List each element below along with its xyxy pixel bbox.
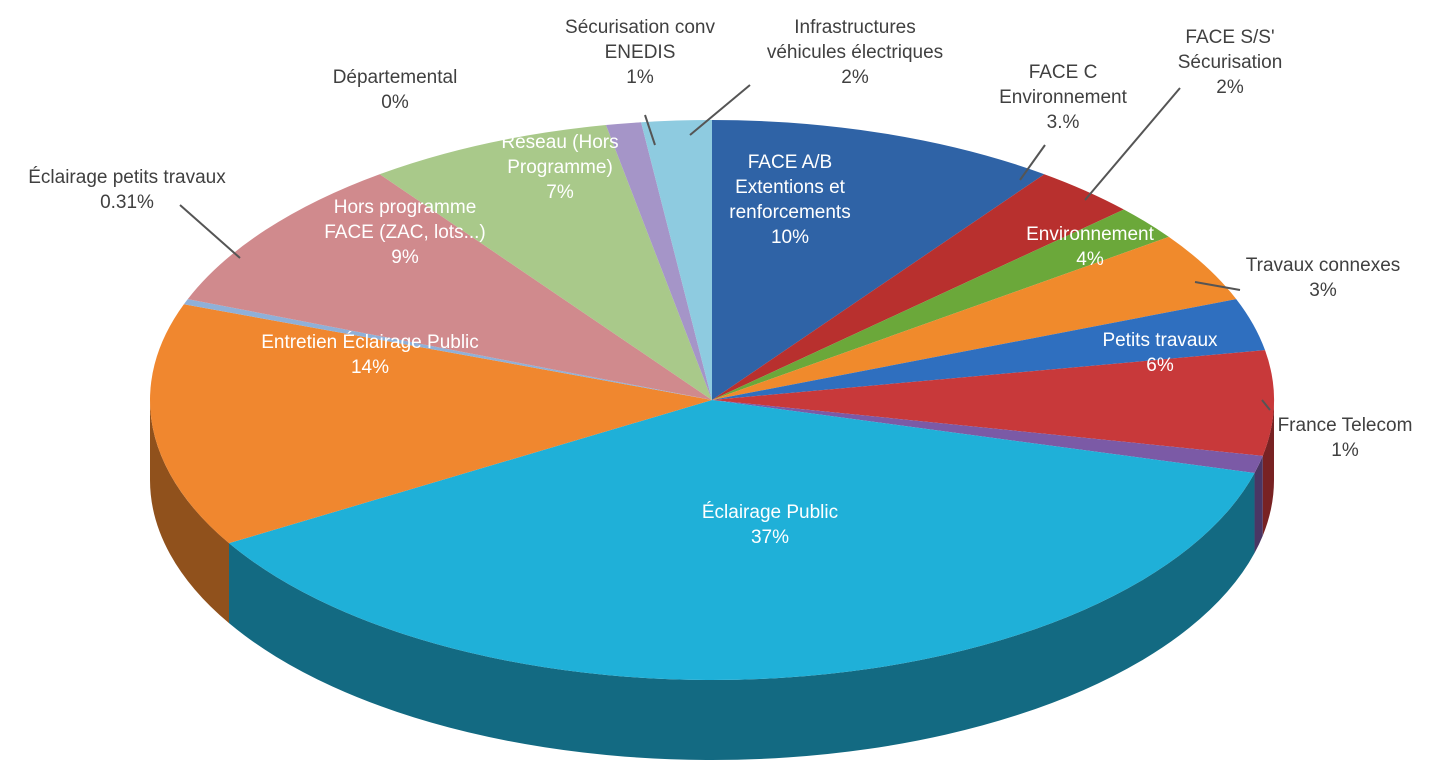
category: Éclairage petits travaux	[28, 167, 226, 188]
slice-label: Travaux connexes 3%	[1223, 253, 1423, 303]
slice-label: Réseau (Hors Programme) 7%	[475, 130, 645, 205]
leader-line	[1261, 399, 1271, 411]
value-label: 4%	[1076, 249, 1104, 270]
value-label: 14%	[350, 357, 390, 378]
category: FACE C Environnement	[999, 62, 1127, 108]
slice-label: Entretien Éclairage Public 14%	[220, 330, 520, 380]
slice-label: Départemental 0%	[315, 65, 475, 115]
category: Éclairage Public	[701, 502, 839, 523]
category: Environnement	[1026, 224, 1154, 245]
category: France Telecom	[1277, 415, 1413, 436]
category: Sécurisation conv ENEDIS	[565, 17, 715, 63]
category: Travaux connexes	[1245, 255, 1401, 276]
slice-label: Éclairage Public 37%	[670, 500, 870, 550]
slice	[183, 299, 712, 400]
slice-label: FACE S/S' Sécurisation 2%	[1160, 25, 1300, 100]
leader-line	[1019, 144, 1046, 181]
value-label: 10%	[770, 227, 810, 248]
value-label: 3.%	[1046, 112, 1080, 133]
value-label: 1%	[626, 67, 654, 88]
slice-label: FACE C Environnement 3.%	[988, 60, 1138, 135]
leader-line	[1084, 87, 1181, 201]
category: FACE A/B Extentions et renforcements	[729, 152, 851, 223]
slice	[712, 120, 1045, 400]
slice-side	[1254, 455, 1263, 554]
slice	[379, 125, 712, 401]
slice-label: Environnement 4%	[1005, 222, 1175, 272]
slice	[605, 122, 712, 400]
slice-label: FACE A/B Extentions et renforcements 10%	[705, 150, 875, 250]
value-label: 9%	[391, 247, 419, 268]
leader-line	[1194, 281, 1241, 291]
category: Départemental	[332, 67, 458, 88]
slice-label: France Telecom 1%	[1260, 413, 1430, 463]
value-label: 6%	[1146, 355, 1174, 376]
value-label: 3%	[1309, 280, 1337, 301]
value-label: 2%	[1216, 77, 1244, 98]
slice-label: Sécurisation conv ENEDIS 1%	[555, 15, 725, 90]
slice-side	[229, 473, 1255, 760]
category: FACE S/S' Sécurisation	[1177, 27, 1283, 73]
value-label: 7%	[546, 182, 574, 203]
slice	[712, 299, 1266, 400]
category: Petits travaux	[1102, 330, 1218, 351]
slice	[641, 120, 712, 400]
value-label: 1%	[1331, 440, 1359, 461]
slice	[187, 174, 713, 400]
value-label: 37%	[750, 527, 790, 548]
slice-label: Petits travaux 6%	[1085, 328, 1235, 378]
slice-label: Infrastructures véhicules électriques 2%	[755, 15, 955, 90]
value-label: 2%	[841, 67, 869, 88]
slice	[712, 236, 1237, 400]
slice	[712, 350, 1275, 456]
slice-label: Hors programme FACE (ZAC, lots...) 9%	[315, 195, 495, 270]
slice	[712, 174, 1124, 400]
category: Hors programme FACE (ZAC, lots...)	[324, 197, 486, 243]
slice	[229, 400, 1255, 680]
slice-side	[1262, 400, 1274, 536]
slice-side	[150, 400, 230, 624]
leader-line	[644, 114, 656, 146]
leader-line	[179, 204, 241, 259]
value-label: 0.31%	[100, 192, 154, 213]
leader-line	[689, 84, 751, 136]
category: Réseau (Hors Programme)	[501, 132, 619, 178]
slice-label: Éclairage petits travaux 0.31%	[0, 165, 257, 215]
slice	[149, 304, 712, 544]
value-label: 0%	[381, 92, 409, 113]
category: Entretien Éclairage Public	[261, 332, 479, 353]
category: Infrastructures véhicules électriques	[766, 17, 944, 63]
slice	[712, 400, 1263, 474]
slice	[712, 209, 1169, 400]
